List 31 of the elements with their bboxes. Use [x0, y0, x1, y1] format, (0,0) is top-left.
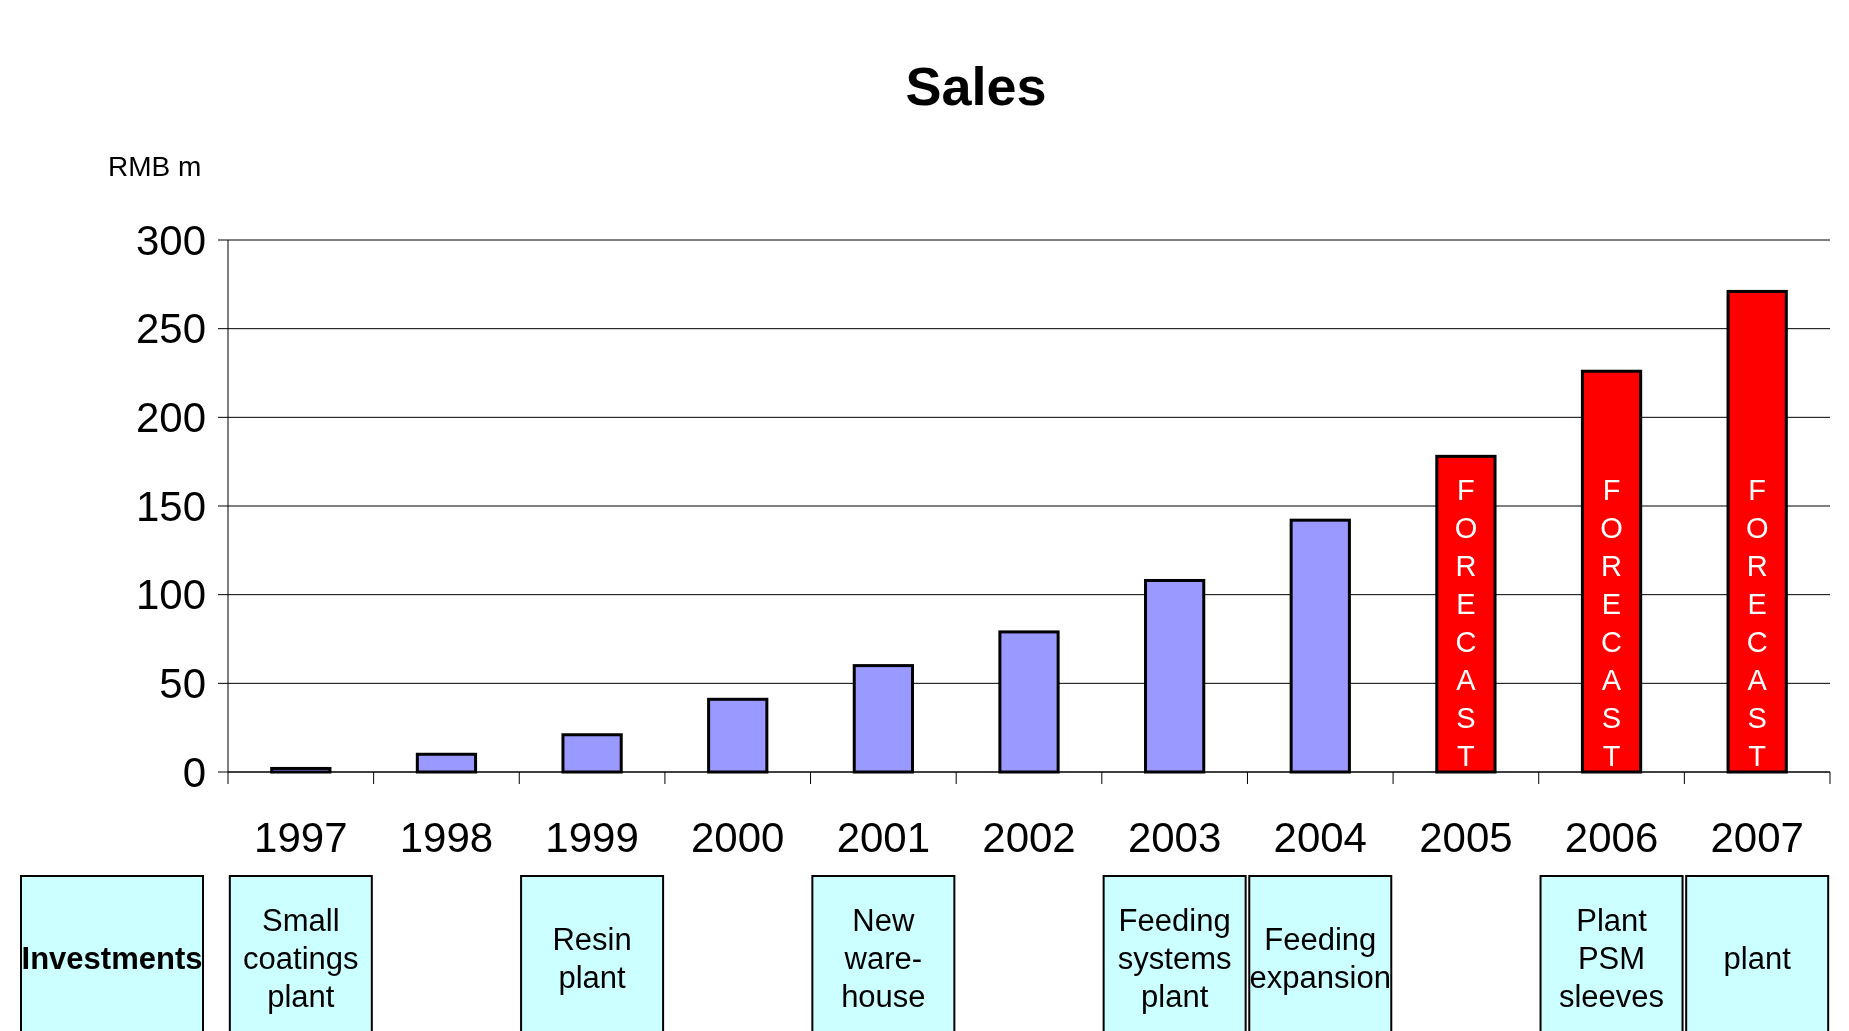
text: Plant PSM sleeves — [1558, 902, 1665, 1014]
annotation: FORECAST — [1454, 474, 1478, 772]
x-tick-label: 2001 — [836, 813, 931, 861]
y-tick-label: 250 — [135, 305, 206, 353]
y-axis-title: RMB m — [108, 151, 202, 182]
x-tick-label: 2005 — [1419, 813, 1513, 861]
text: Feeding systems plant — [1117, 902, 1232, 1014]
text: Resin plant — [552, 921, 632, 995]
text: New ware-house — [841, 902, 926, 1014]
x-tick-label: 2003 — [1127, 813, 1222, 861]
x-tick-label: 1998 — [399, 813, 494, 861]
y-tick-label: 150 — [135, 482, 206, 530]
x-tick-label: 2002 — [982, 813, 1076, 861]
y-tick-label: 300 — [135, 216, 206, 264]
y-tick-label: 0 — [182, 748, 206, 796]
text: Feeding expansion — [1249, 921, 1391, 995]
y-tick-label: 100 — [135, 571, 206, 619]
x-tick-label: 1997 — [254, 813, 348, 861]
annotation: FORECAST — [1745, 474, 1769, 772]
text: Small coatings plant — [243, 902, 359, 1014]
x-tick-label: 2007 — [1710, 813, 1804, 861]
text: plant — [1723, 940, 1792, 976]
x-tick-label: 2000 — [691, 813, 785, 861]
annotation: FORECAST — [1600, 474, 1623, 772]
y-tick-label: 200 — [135, 394, 206, 442]
x-tick-label: 2004 — [1273, 813, 1367, 861]
text: Investments — [21, 940, 203, 976]
x-tick-label: 1999 — [545, 813, 639, 861]
x-tick-label: 2006 — [1564, 813, 1659, 861]
chart-title: Sales — [905, 56, 1047, 116]
y-tick-label: 50 — [159, 660, 206, 708]
